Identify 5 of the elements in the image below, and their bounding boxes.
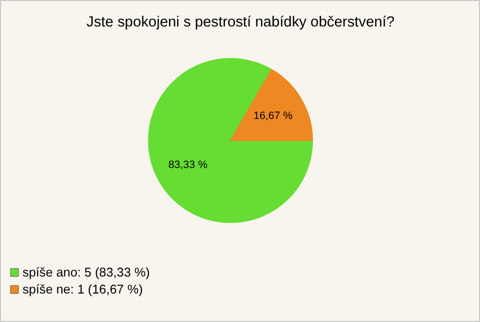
data-label: 83,33 % [168, 159, 208, 172]
legend-label: spíše ne: 1 (16,67 %) [22, 282, 143, 296]
chart-title: Jste spokojeni s pestrostí nabídky občerstvení? [86, 14, 394, 30]
data-label: 16,67 % [254, 110, 294, 122]
legend-label: spíše ano: 5 (83,33 %) [22, 266, 150, 280]
